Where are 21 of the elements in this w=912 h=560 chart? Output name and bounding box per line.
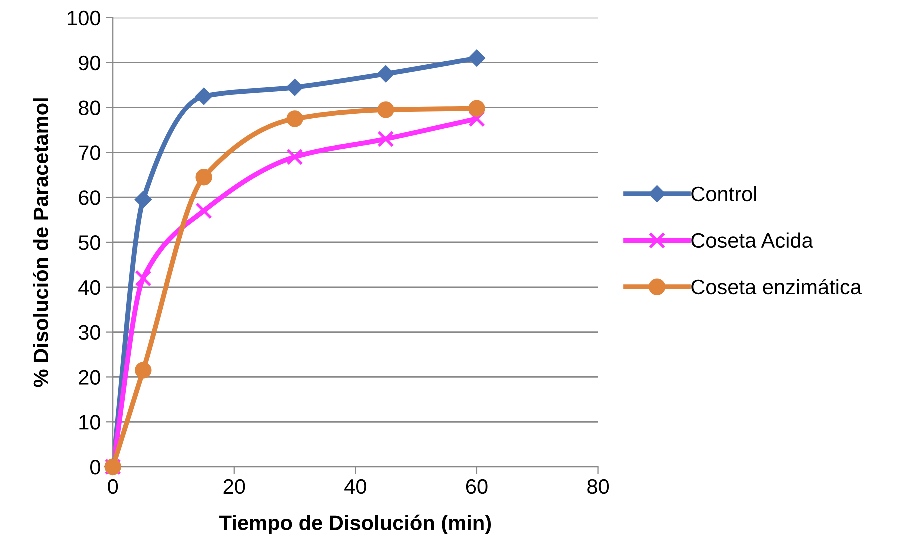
y-tick-label: 0 — [90, 460, 100, 475]
y-tick-label: 20 — [79, 370, 100, 385]
x-axis-title: Tiempo de Disolución (min) — [220, 514, 492, 535]
y-tick-label: 50 — [78, 235, 100, 250]
x-tick-label: 20 — [224, 479, 246, 494]
y-tick-label: 30 — [78, 325, 100, 340]
y-tick-label: 40 — [78, 280, 100, 296]
x-tick-label: 60 — [466, 479, 488, 494]
y-tick-label: 10 — [80, 415, 100, 430]
legend-label: Coseta Acida — [692, 232, 814, 248]
x-tick-label: 40 — [344, 479, 366, 494]
legend-label: Coseta enzimática — [692, 279, 862, 295]
y-tick-label: 90 — [79, 56, 100, 71]
y-tick-label: 70 — [79, 146, 100, 160]
legend-label: Control — [692, 186, 756, 202]
x-tick-label: 80 — [588, 479, 610, 494]
x-tick-label: 0 — [108, 479, 118, 494]
y-tick-label: 80 — [79, 100, 100, 116]
y-tick-label: 60 — [79, 190, 100, 206]
y-axis-title: % Disolución de Paracetamol — [33, 98, 49, 388]
y-tick-label: 100 — [68, 10, 100, 26]
